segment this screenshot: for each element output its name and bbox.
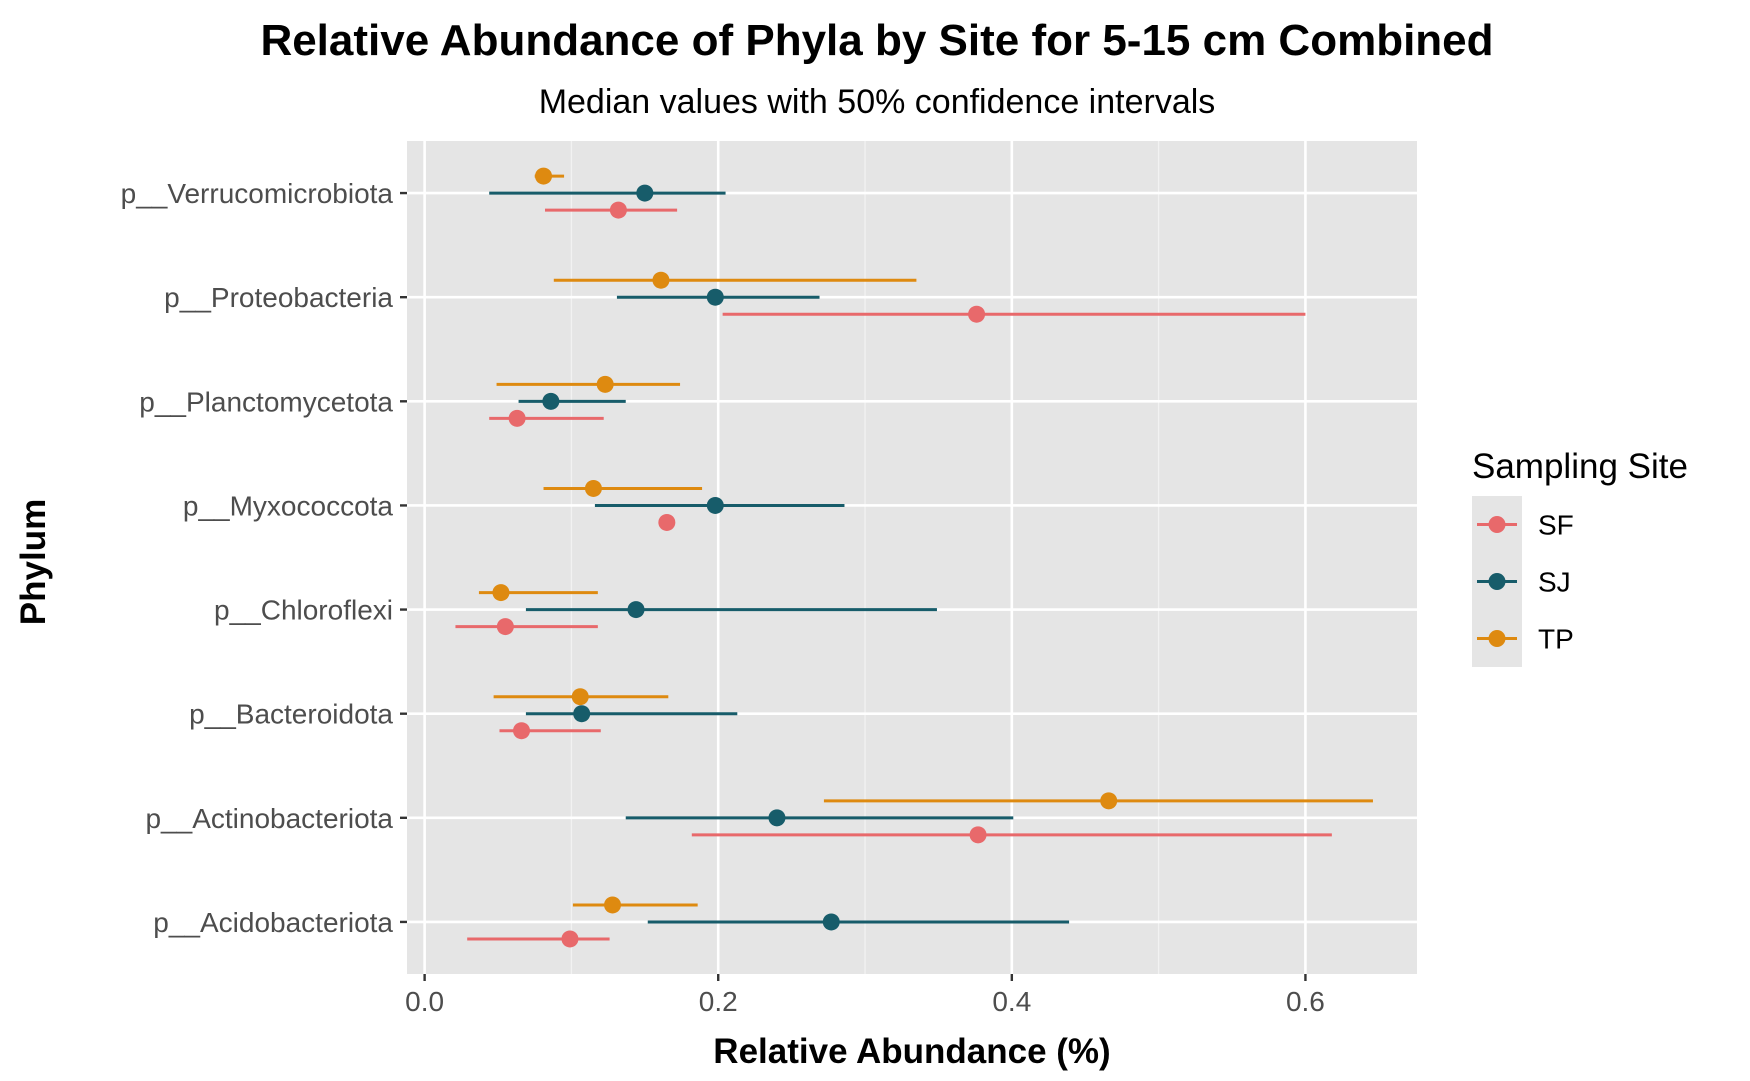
plot-panel — [407, 141, 1417, 974]
x-axis-ticks: 0.0 0.2 0.4 0.6 — [405, 974, 1325, 1017]
y-tick-label-p-verrucomicrobiota: p__Verrucomicrobiota — [121, 178, 394, 209]
x-tick-label: 0.6 — [1286, 986, 1325, 1017]
series-sf — [455, 201, 1332, 948]
legend-key-point-tp — [1488, 630, 1506, 647]
y-tick-label-p-planctomycetota: p__Planctomycetota — [139, 386, 393, 417]
legend-key-point-sj — [1488, 573, 1506, 590]
median-point-tp-p-proteobacteria — [652, 271, 670, 289]
median-point-sf-p-bacteroidota — [513, 722, 531, 740]
median-point-sj-p-proteobacteria — [706, 288, 724, 306]
x-tick-label: 0.0 — [405, 986, 444, 1017]
median-point-sf-p-acidobacteriota — [561, 930, 579, 948]
median-point-sj-p-verrucomicrobiota — [636, 184, 654, 202]
y-tick-label-p-bacteroidota: p__Bacteroidota — [189, 699, 393, 730]
median-point-tp-p-actinobacteriota — [1100, 792, 1118, 810]
y-tick-label-p-proteobacteria: p__Proteobacteria — [164, 282, 393, 313]
median-point-tp-p-bacteroidota — [571, 688, 589, 706]
x-axis-title: Relative Abundance (%) — [713, 1032, 1110, 1071]
median-point-tp-p-myxococcota — [584, 479, 602, 497]
median-point-sf-p-proteobacteria — [968, 305, 986, 323]
series-tp — [478, 167, 1373, 914]
median-point-sj-p-chloroflexi — [627, 601, 645, 619]
y-tick-label-p-acidobacteriota: p__Acidobacteriota — [153, 907, 393, 938]
median-point-sj-p-planctomycetota — [542, 392, 560, 410]
y-axis-ticks: p__Acidobacteriota p__Actinobacteriota p__… — [121, 178, 407, 938]
median-point-tp-p-acidobacteriota — [604, 896, 622, 914]
data-marks — [455, 167, 1373, 948]
chart-subtitle: Median values with 50% confidence interv… — [539, 83, 1216, 121]
median-point-sf-p-verrucomicrobiota — [609, 201, 627, 219]
x-tick-label: 0.2 — [699, 986, 738, 1017]
legend: SF SJ TP — [1472, 496, 1574, 667]
median-point-tp-p-planctomycetota — [596, 375, 614, 393]
median-point-sf-p-actinobacteriota — [969, 826, 987, 844]
y-tick-label-p-actinobacteriota: p__Actinobacteriota — [145, 803, 393, 834]
x-tick-label: 0.4 — [992, 986, 1031, 1017]
legend-title: Sampling Site — [1472, 447, 1688, 486]
median-point-sf-p-myxococcota — [658, 513, 676, 531]
median-point-sj-p-bacteroidota — [573, 705, 591, 723]
median-point-sj-p-acidobacteriota — [822, 913, 840, 931]
legend-label-sj: SJ — [1538, 567, 1571, 598]
median-point-tp-p-verrucomicrobiota — [535, 167, 553, 185]
series-sj — [489, 184, 1070, 931]
legend-key-point-sf — [1488, 516, 1506, 533]
median-point-sj-p-myxococcota — [706, 496, 724, 514]
y-tick-label-p-myxococcota: p__Myxococcota — [183, 490, 394, 521]
y-tick-label-p-chloroflexi: p__Chloroflexi — [214, 595, 393, 626]
chart-title: Relative Abundance of Phyla by Site for … — [260, 16, 1493, 65]
legend-label-sf: SF — [1538, 510, 1574, 541]
legend-label-tp: TP — [1538, 624, 1574, 655]
median-point-sj-p-actinobacteriota — [768, 809, 786, 827]
median-point-tp-p-chloroflexi — [492, 584, 510, 602]
median-point-sf-p-planctomycetota — [508, 409, 526, 427]
y-axis-title: Phylum — [14, 499, 53, 625]
median-point-sf-p-chloroflexi — [496, 618, 514, 636]
